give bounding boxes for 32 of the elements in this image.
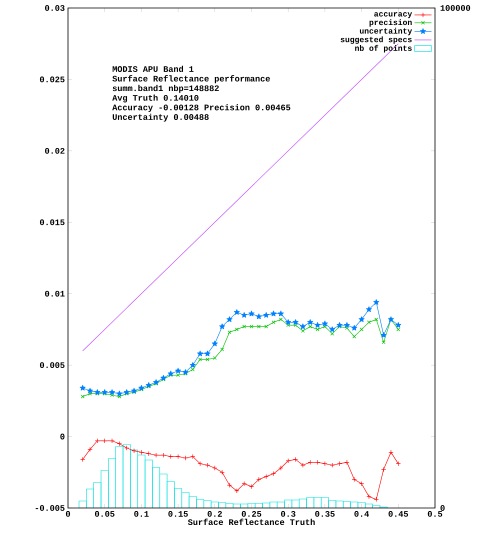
legend-label: suggested specs xyxy=(340,36,412,44)
annotation: Uncertainty 0.00488 xyxy=(112,114,209,122)
legend-label: uncertainty xyxy=(360,28,412,36)
y-tick-label: 0.005 xyxy=(40,362,65,368)
x-tick-label: 0.35 xyxy=(315,511,335,517)
x-tick-label: 0.05 xyxy=(94,511,114,517)
annotation: Accuracy -0.00128 Precision 0.00465 xyxy=(112,104,290,112)
x-tick-label: 0.2 xyxy=(208,511,222,517)
x-axis-title: Surface Reflectance Truth xyxy=(188,518,315,526)
x-tick-label: 0.15 xyxy=(168,511,188,517)
annotation: MODIS APU Band 1 xyxy=(112,66,194,72)
y2-tick-label: 0 xyxy=(440,505,445,511)
x-tick-label: 0.4 xyxy=(354,511,369,517)
x-tick-label: 0.5 xyxy=(428,511,442,517)
x-tick-label: 0.3 xyxy=(281,511,296,517)
y-tick-label: 0.015 xyxy=(40,219,65,226)
annotation: Surface Reflectance performance xyxy=(112,75,270,84)
x-tick-label: 0.25 xyxy=(242,511,262,517)
legend-label: accuracy xyxy=(374,12,412,18)
y-tick-label: -0.005 xyxy=(36,505,65,511)
x-tick-label: 0 xyxy=(66,511,70,517)
y-tick-label: 0.025 xyxy=(40,76,65,82)
y-tick-label: 0.03 xyxy=(45,5,65,11)
y2-tick-label: 100000 xyxy=(440,5,470,11)
y-tick-label: 0.01 xyxy=(45,290,65,297)
annotation: Avg Truth 0.14010 xyxy=(112,94,198,102)
y-tick-label: 0 xyxy=(60,434,64,440)
annotation: summ.band1 nbp=148882 xyxy=(112,84,219,93)
legend-label: precision xyxy=(370,19,412,27)
x-tick-label: 0.45 xyxy=(388,511,408,517)
x-tick-label: 0.1 xyxy=(134,511,149,517)
y-tick-label: 0.02 xyxy=(45,148,64,154)
